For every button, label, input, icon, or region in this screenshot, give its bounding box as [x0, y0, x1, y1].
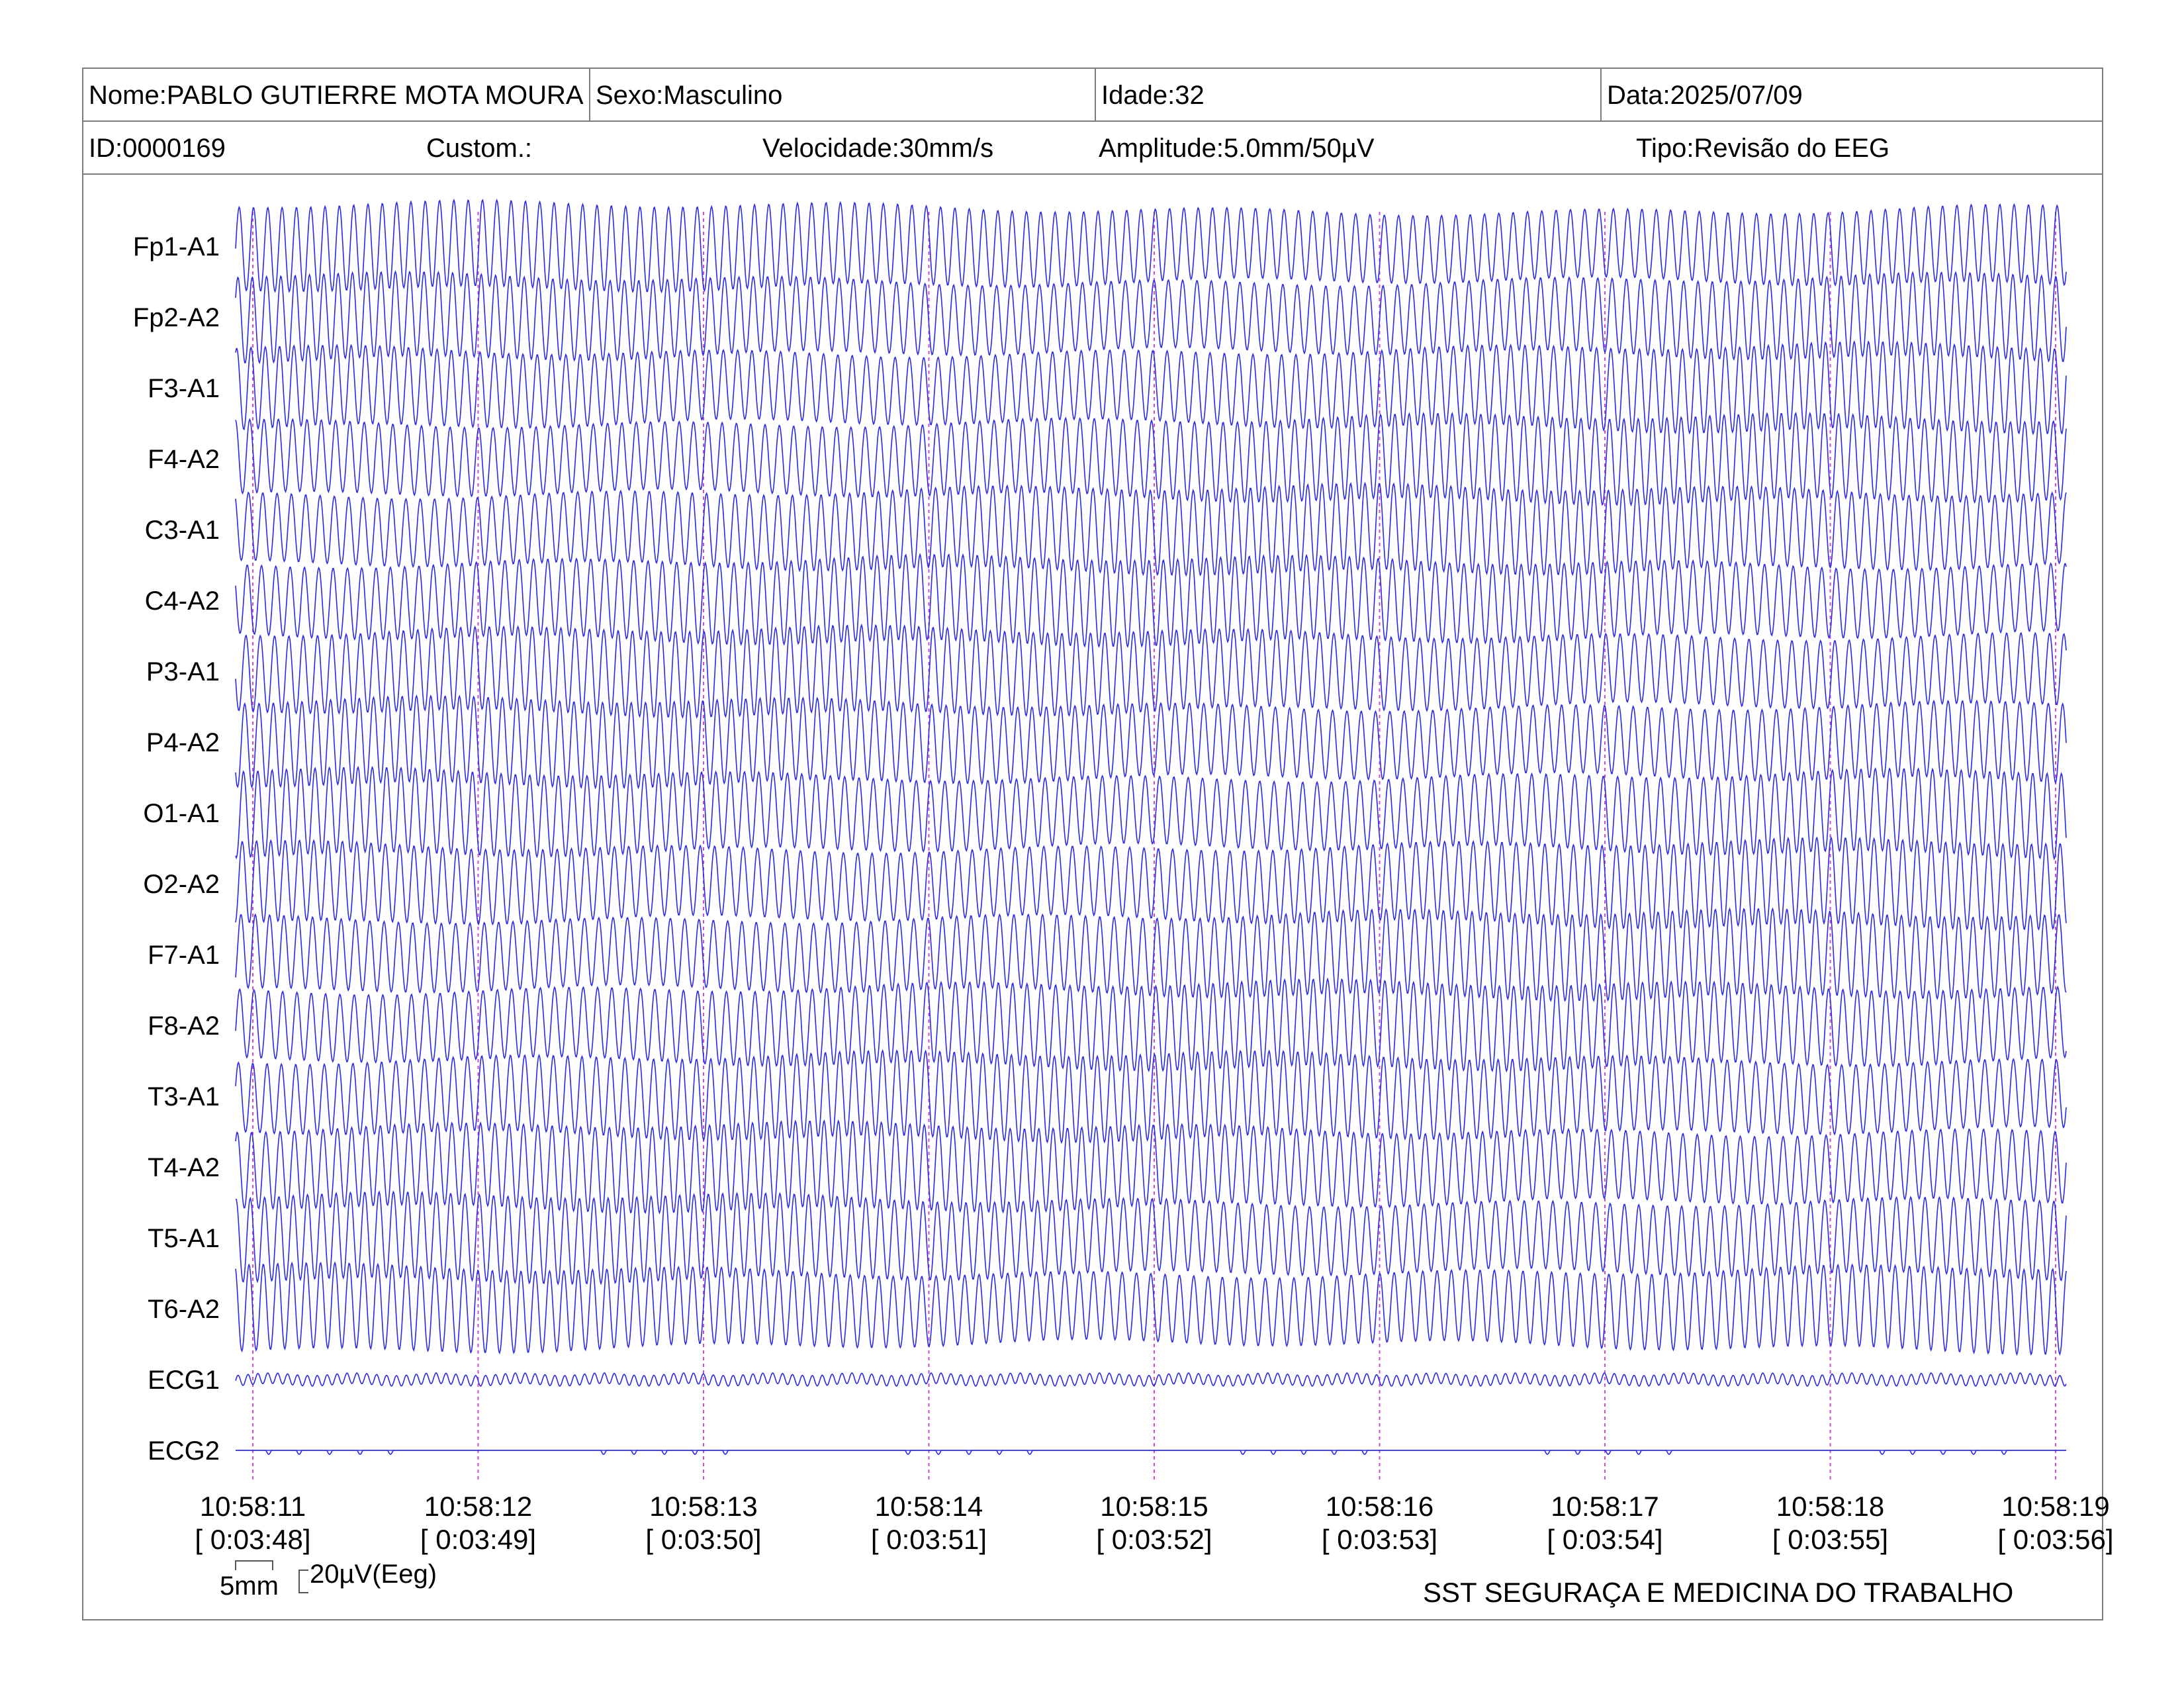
time-tick-clock: 10:58:16 [1326, 1491, 1434, 1522]
channel-label: C3-A1 [145, 516, 220, 545]
time-tick-elapsed: [ 0:03:48] [195, 1524, 310, 1555]
channel-label: T6-A2 [148, 1295, 220, 1324]
channel-trace [235, 1119, 2067, 1215]
channel-label: F8-A2 [148, 1011, 220, 1041]
time-scale-label: 5mm [220, 1571, 279, 1601]
eeg-report-sheet: Nome:PABLO GUTIERRE MOTA MOURA Sexo:Masc… [82, 68, 2103, 1620]
time-tick-elapsed: [ 0:03:53] [1322, 1524, 1437, 1555]
channel-label: F3-A1 [148, 374, 220, 403]
channel-trace [235, 481, 2067, 577]
time-tick-clock: 10:58:13 [649, 1491, 758, 1522]
header-divider [1600, 69, 1602, 122]
channel-label: P4-A2 [146, 728, 220, 757]
channel-trace [235, 411, 2067, 507]
channel-trace [235, 977, 2067, 1073]
channel-trace [235, 1372, 2067, 1387]
time-tick-clock: 10:58:11 [200, 1491, 306, 1522]
patient-name: Nome:PABLO GUTIERRE MOTA MOURA [89, 81, 584, 110]
time-tick-elapsed: [ 0:03:50] [645, 1524, 761, 1555]
custom-field: Custom.: [426, 134, 533, 163]
channel-trace [235, 1049, 2067, 1145]
channel-trace [235, 270, 2067, 364]
channel-trace [236, 1190, 2067, 1286]
patient-sex: Sexo:Masculino [596, 81, 783, 110]
channel-label: ECG2 [148, 1436, 220, 1466]
header-divider [1095, 69, 1096, 122]
time-tick-elapsed: [ 0:03:52] [1096, 1524, 1212, 1555]
time-tick-elapsed: [ 0:03:55] [1772, 1524, 1888, 1555]
amplitude-scale-bracket [298, 1570, 308, 1593]
channel-trace [235, 1261, 2067, 1356]
time-tick-clock: 10:58:14 [875, 1491, 983, 1522]
company-name: SST SEGURAÇA E MEDICINA DO TRABALHO [1423, 1577, 2014, 1608]
header-divider [589, 69, 590, 122]
time-tick-elapsed: [ 0:03:54] [1547, 1524, 1662, 1555]
patient-id: ID:0000169 [89, 134, 226, 163]
time-tick-clock: 10:58:17 [1551, 1491, 1659, 1522]
channel-trace [235, 553, 2067, 648]
exam-type: Tipo:Revisão do EEG [1636, 134, 1890, 163]
channel-label: F7-A1 [148, 941, 220, 970]
recording-amplitude: Amplitude:5.0mm/50µV [1099, 134, 1375, 163]
time-tick-clock: 10:58:18 [1776, 1491, 1885, 1522]
recording-speed: Velocidade:30mm/s [762, 134, 994, 163]
time-tick-clock: 10:58:15 [1100, 1491, 1208, 1522]
channel-label: Fp2-A2 [133, 303, 220, 332]
channel-trace [235, 340, 2067, 436]
patient-age: Idade:32 [1101, 81, 1205, 110]
channel-trace [236, 1450, 2066, 1455]
channel-trace [235, 765, 2067, 861]
header-row-patient: Nome:PABLO GUTIERRE MOTA MOURA Sexo:Masc… [83, 69, 2102, 122]
amplitude-scale-label: 20µV(Eeg) [310, 1560, 437, 1589]
time-tick-clock: 10:58:19 [2001, 1491, 2110, 1522]
time-scale-bracket [235, 1560, 273, 1570]
channel-label: C4-A2 [145, 586, 220, 616]
time-tick-clock: 10:58:12 [424, 1491, 533, 1522]
time-tick-elapsed: [ 0:03:49] [420, 1524, 536, 1555]
time-tick-elapsed: [ 0:03:56] [1997, 1524, 2113, 1555]
channel-label: T4-A2 [148, 1153, 220, 1182]
channel-label: O2-A2 [143, 870, 220, 899]
channel-trace [235, 198, 2067, 294]
channel-label: T3-A1 [148, 1082, 220, 1111]
channel-label: F4-A2 [148, 445, 220, 474]
channel-label: O1-A1 [143, 799, 220, 828]
header-row-recording: ID:0000169 Custom.: Velocidade:30mm/s Am… [83, 122, 2102, 175]
channel-trace [235, 907, 2067, 1002]
channel-trace [235, 694, 2067, 790]
exam-date: Data:2025/07/09 [1607, 81, 1803, 110]
channel-label: Fp1-A1 [133, 232, 220, 261]
channel-label: P3-A1 [146, 657, 220, 686]
channel-trace [235, 835, 2067, 931]
channel-label: T5-A1 [148, 1224, 220, 1253]
time-tick-elapsed: [ 0:03:51] [871, 1524, 987, 1555]
channel-label: ECG1 [148, 1366, 220, 1395]
channel-trace [235, 623, 2067, 719]
